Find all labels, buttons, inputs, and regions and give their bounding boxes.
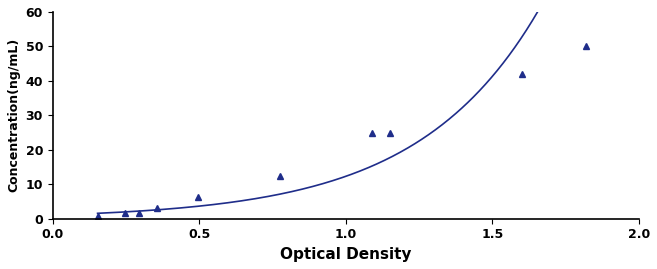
X-axis label: Optical Density: Optical Density (280, 247, 411, 262)
Y-axis label: Concentration(ng/mL): Concentration(ng/mL) (7, 38, 20, 193)
